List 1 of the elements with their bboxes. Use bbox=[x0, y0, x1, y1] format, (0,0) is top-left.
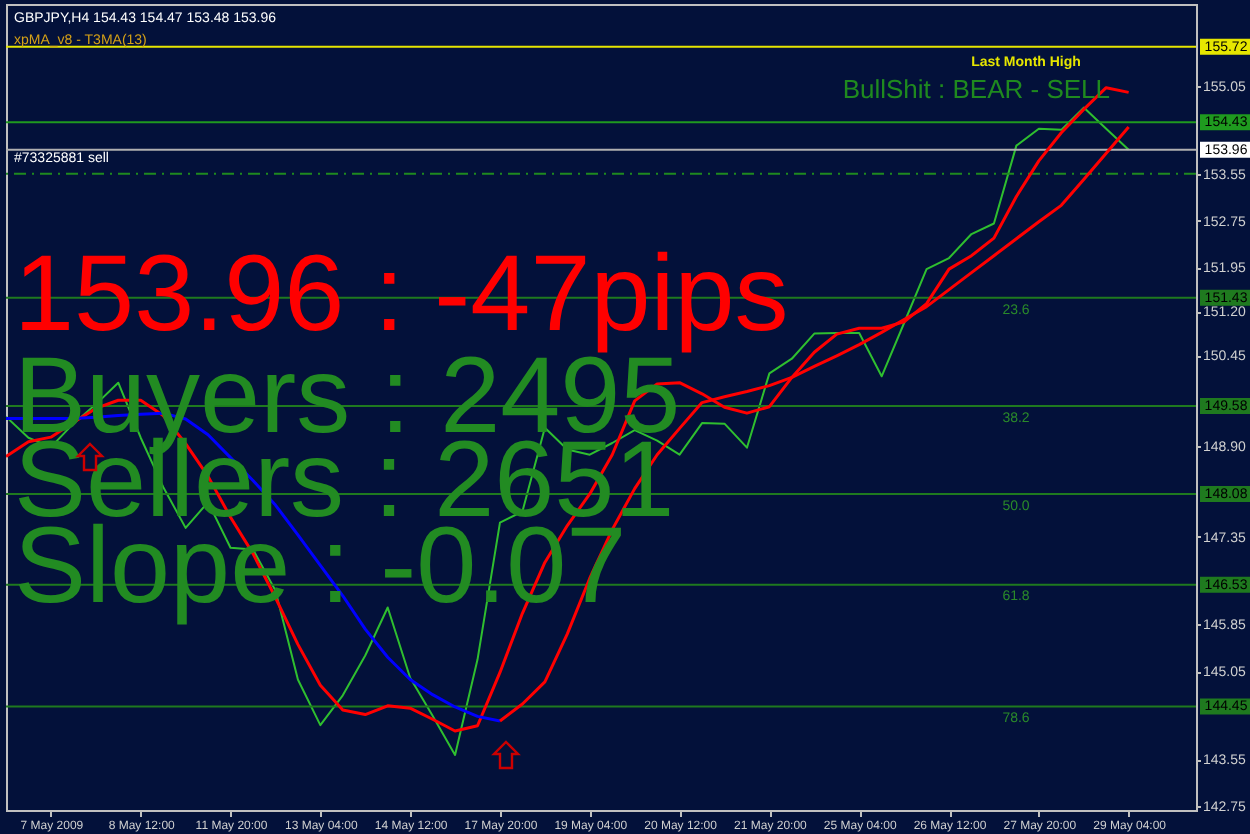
annotation: BullShit : BEAR - SELL bbox=[842, 74, 1110, 104]
